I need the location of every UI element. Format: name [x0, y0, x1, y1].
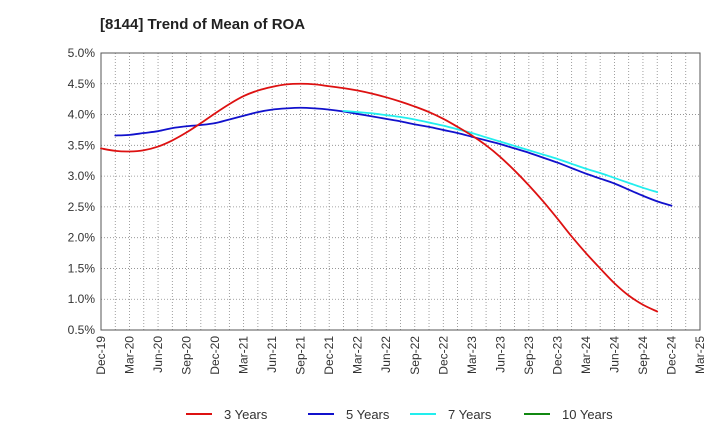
x-tick-label: Mar-24: [579, 336, 593, 374]
x-tick-label: Jun-24: [607, 336, 621, 373]
x-tick-label: Jun-21: [265, 336, 279, 373]
y-tick-label: 5.0%: [68, 46, 96, 60]
x-tick-label: Dec-19: [94, 336, 108, 375]
x-tick-label: Dec-24: [664, 336, 678, 375]
legend-label-5-years: 5 Years: [346, 407, 390, 422]
x-tick-label: Mar-20: [123, 336, 137, 374]
x-tick-label: Mar-21: [237, 336, 251, 374]
y-tick-label: 0.5%: [68, 323, 96, 337]
y-tick-label: 3.5%: [68, 138, 96, 152]
x-tick-label: Sep-24: [636, 336, 650, 375]
legend-label-3-years: 3 Years: [224, 407, 268, 422]
series-line-5-years: [114, 106, 673, 207]
y-tick-label: 4.0%: [68, 108, 96, 122]
x-tick-label: Dec-20: [208, 336, 222, 375]
x-tick-label: Jun-20: [151, 336, 165, 373]
y-tick-label: 2.0%: [68, 231, 96, 245]
y-tick-label: 4.5%: [68, 77, 96, 91]
x-tick-label: Dec-21: [322, 336, 336, 375]
x-tick-label: Sep-21: [294, 336, 308, 375]
x-tick-label: Sep-20: [180, 336, 194, 375]
plot-frame: [100, 52, 701, 331]
legend-label-7-years: 7 Years: [448, 407, 492, 422]
x-tick-label: Mar-25: [693, 336, 707, 374]
x-tick-label: Dec-23: [550, 336, 564, 375]
x-tick-label: Sep-23: [522, 336, 536, 375]
legend-label-10-years: 10 Years: [562, 407, 613, 422]
x-tick-label: Mar-23: [465, 336, 479, 374]
y-tick-label: 2.5%: [68, 200, 96, 214]
chart-title: [8144] Trend of Mean of ROA: [100, 16, 306, 33]
series-line-7-years: [342, 109, 659, 194]
y-tick-label: 1.5%: [68, 261, 96, 275]
x-tick-label: Jun-23: [493, 336, 507, 373]
series-line-3-years: [100, 82, 659, 313]
x-tick-label: Dec-22: [436, 336, 450, 375]
x-tick-label: Sep-22: [408, 336, 422, 375]
y-tick-label: 1.0%: [68, 292, 96, 306]
x-tick-label: Jun-22: [379, 336, 393, 373]
x-tick-label: Mar-22: [351, 336, 365, 374]
y-tick-label: 3.0%: [68, 169, 96, 183]
